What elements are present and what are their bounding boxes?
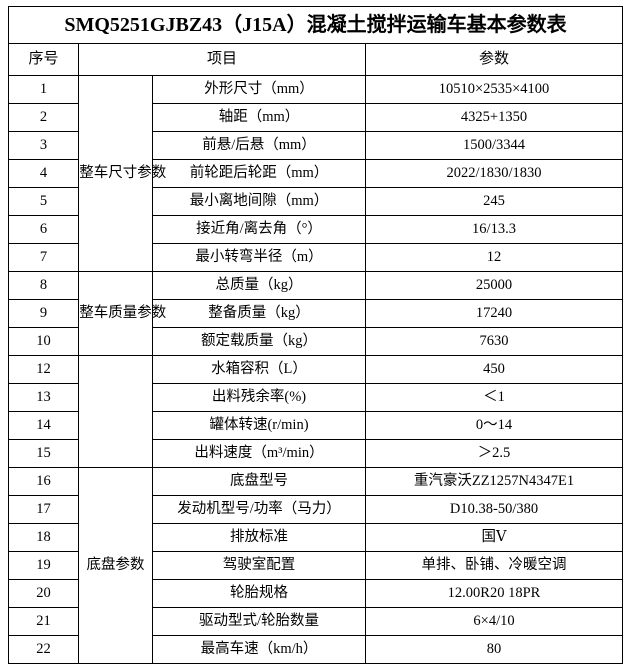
table-row: 18 排放标准 国Ⅴ <box>8 523 623 552</box>
row-item: 总质量（kg） <box>152 271 366 300</box>
table-row: 13 出料残余率(%) ＜1 <box>8 383 623 412</box>
table-row: 12 水箱容积（L） 450 <box>8 355 623 468</box>
specification-table: SMQ5251GJBZ43（J15A）混凝土搅拌运输车基本参数表 序号 项目 参… <box>8 6 623 664</box>
row-item: 前悬/后悬（mm） <box>152 131 366 160</box>
row-index: 8 <box>8 271 79 300</box>
title-row: SMQ5251GJBZ43（J15A）混凝土搅拌运输车基本参数表 <box>8 6 623 44</box>
table-row: 4 前轮距后轮距（mm） 2022/1830/1830 <box>8 159 623 188</box>
header-value: 参数 <box>365 43 623 76</box>
row-item: 外形尺寸（mm） <box>152 75 366 104</box>
group-label-text: 整车质量参数 <box>79 305 167 322</box>
row-item: 最小转弯半径（m） <box>152 243 366 272</box>
row-index: 9 <box>8 299 79 328</box>
table-row: 3 前悬/后悬（mm） 1500/3344 <box>8 131 623 160</box>
row-value: 2022/1830/1830 <box>365 159 623 188</box>
row-value: 245 <box>365 187 623 216</box>
row-value: 1500/3344 <box>365 131 623 160</box>
row-value: 重汽豪沃ZZ1257N4347E1 <box>365 467 623 496</box>
row-value: 0～14 <box>365 411 623 440</box>
row-value: 国Ⅴ <box>365 523 623 552</box>
row-index: 6 <box>8 215 79 244</box>
row-item: 额定载质量（kg） <box>152 327 366 356</box>
row-value: 10510×2535×4100 <box>365 75 623 104</box>
table-row: 9 整备质量（kg） 17240 <box>8 299 623 328</box>
header-item: 项目 <box>78 43 366 76</box>
row-value: 6×4/10 <box>365 607 623 636</box>
row-index: 15 <box>8 439 79 468</box>
table-row: 1 整车尺寸参数 外形尺寸（mm） 10510×2535×4100 <box>8 75 623 272</box>
row-value: 12 <box>365 243 623 272</box>
row-value: 450 <box>365 355 623 384</box>
table-row: 17 发动机型号/功率（马力） D10.38-50/380 <box>8 495 623 524</box>
row-index: 19 <box>8 551 79 580</box>
row-item: 出料速度（m³/min） <box>152 439 366 468</box>
group-label-chassis: 底盘参数 <box>78 467 153 664</box>
group-label-vehicle-dimensions: 整车尺寸参数 <box>78 75 167 272</box>
row-value: 12.00R20 18PR <box>365 579 623 608</box>
row-index: 5 <box>8 187 79 216</box>
row-index: 17 <box>8 495 79 524</box>
row-item: 驾驶室配置 <box>152 551 366 580</box>
row-value: ＜1 <box>365 383 623 412</box>
row-index: 4 <box>8 159 79 188</box>
row-item: 轴距（mm） <box>152 103 366 132</box>
row-item: 整备质量（kg） <box>152 299 366 328</box>
row-value: 17240 <box>365 299 623 328</box>
row-value: D10.38-50/380 <box>365 495 623 524</box>
header-index: 序号 <box>8 43 79 76</box>
column-header-row: 序号 项目 参数 <box>8 43 623 76</box>
row-item: 发动机型号/功率（马力） <box>152 495 366 524</box>
group-label-vehicle-mass: 整车质量参数 <box>78 271 167 356</box>
row-index: 14 <box>8 411 79 440</box>
row-item: 出料残余率(%) <box>152 383 366 412</box>
group-label-text: 整车尺寸参数 <box>79 165 167 182</box>
row-index: 1 <box>8 75 79 104</box>
table-row: 10 额定载质量（kg） 7630 <box>8 327 623 356</box>
row-item: 底盘型号 <box>152 467 366 496</box>
row-item: 驱动型式/轮胎数量 <box>152 607 366 636</box>
row-index: 22 <box>8 635 79 664</box>
table-row: 19 驾驶室配置 单排、卧铺、冷暖空调 <box>8 551 623 580</box>
row-index: 18 <box>8 523 79 552</box>
row-value: 80 <box>365 635 623 664</box>
row-value: 25000 <box>365 271 623 300</box>
table-row: 15 出料速度（m³/min） ＞2.5 <box>8 439 623 468</box>
table-body: SMQ5251GJBZ43（J15A）混凝土搅拌运输车基本参数表 序号 项目 参… <box>8 6 623 664</box>
row-index: 12 <box>8 355 79 384</box>
row-value: 16/13.3 <box>365 215 623 244</box>
row-index: 7 <box>8 243 79 272</box>
table-row: 7 最小转弯半径（m） 12 <box>8 243 623 272</box>
row-item: 前轮距后轮距（mm） <box>152 159 366 188</box>
row-index: 20 <box>8 579 79 608</box>
row-index: 13 <box>8 383 79 412</box>
row-item: 接近角/离去角（°） <box>152 215 366 244</box>
row-index: 2 <box>8 103 79 132</box>
table-row: 8 整车质量参数 总质量（kg） 25000 <box>8 271 623 356</box>
row-index: 3 <box>8 131 79 160</box>
table-row: 16 底盘参数 底盘型号 重汽豪沃ZZ1257N4347E1 <box>8 467 623 664</box>
table-row: 5 最小离地间隙（mm） 245 <box>8 187 623 216</box>
row-value: 7630 <box>365 327 623 356</box>
row-item: 轮胎规格 <box>152 579 366 608</box>
row-item: 最高车速（km/h） <box>152 635 366 664</box>
table-row: 14 罐体转速(r/min) 0～14 <box>8 411 623 440</box>
row-item: 最小离地间隙（mm） <box>152 187 366 216</box>
row-item: 水箱容积（L） <box>152 355 366 384</box>
group-label-mixer <box>78 355 153 468</box>
row-index: 16 <box>8 467 79 496</box>
row-value: 4325+1350 <box>365 103 623 132</box>
row-value: 单排、卧铺、冷暖空调 <box>365 551 623 580</box>
table-row: 20 轮胎规格 12.00R20 18PR <box>8 579 623 608</box>
row-item: 排放标准 <box>152 523 366 552</box>
group-label-text: 底盘参数 <box>86 557 145 574</box>
page-title: SMQ5251GJBZ43（J15A）混凝土搅拌运输车基本参数表 <box>8 6 623 44</box>
table-row: 2 轴距（mm） 4325+1350 <box>8 103 623 132</box>
row-item: 罐体转速(r/min) <box>152 411 366 440</box>
row-value: ＞2.5 <box>365 439 623 468</box>
row-index: 21 <box>8 607 79 636</box>
row-index: 10 <box>8 327 79 356</box>
table-row: 21 驱动型式/轮胎数量 6×4/10 <box>8 607 623 636</box>
